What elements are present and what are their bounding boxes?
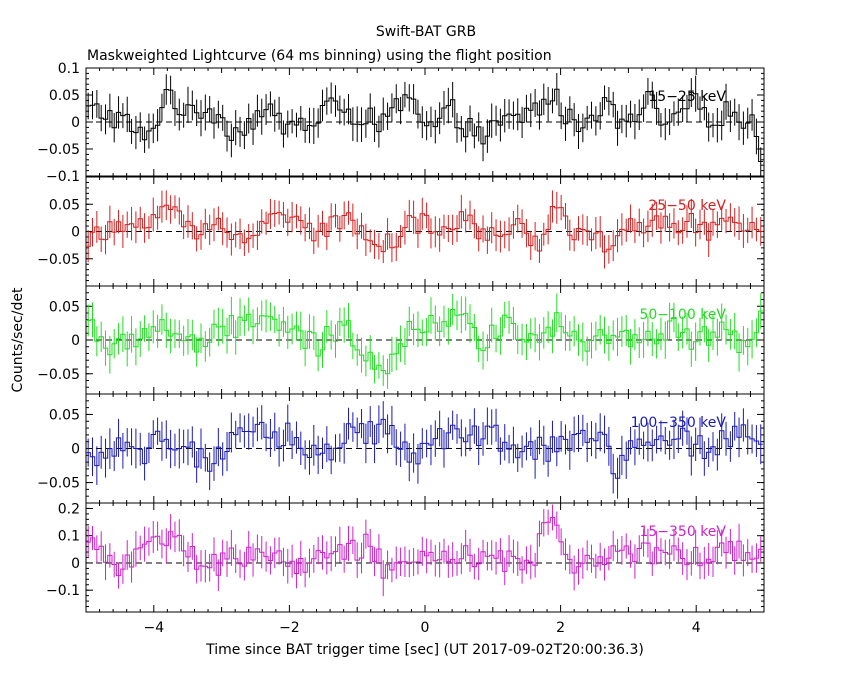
x-tick-label: 0 bbox=[421, 620, 430, 636]
band-label: 15−25 keV bbox=[648, 89, 726, 105]
x-tick-label: 4 bbox=[692, 620, 701, 636]
y-tick-label: −0.1 bbox=[46, 169, 80, 185]
y-tick-label: −0.05 bbox=[37, 367, 80, 383]
y-tick-label: 0 bbox=[71, 556, 80, 572]
x-tick-labels: −4 −2 0 2 4 bbox=[143, 620, 700, 636]
band-label: 50−100 keV bbox=[639, 307, 726, 323]
chart-subtitle: Maskweighted Lightcurve (64 ms binning) … bbox=[87, 48, 552, 64]
band-label: 15−350 keV bbox=[639, 524, 726, 540]
band-label: 100−350 keV bbox=[631, 415, 727, 431]
lightcurve-line bbox=[86, 309, 763, 375]
lightcurve-line bbox=[86, 517, 763, 579]
y-tick-label: −0.05 bbox=[37, 142, 80, 158]
y-tick-label: 0.05 bbox=[49, 299, 80, 315]
y-tick-label: 0.05 bbox=[49, 197, 80, 213]
panel-2: 0.05 0 −0.05 25−50 keV bbox=[37, 176, 765, 287]
y-tick-label: 0 bbox=[71, 442, 80, 458]
y-tick-label: 0.05 bbox=[49, 88, 80, 104]
panels-group: 0.1 0.05 0 −0.05 −0.1 15−25 keV 0.05 0 −0.05 25−5… bbox=[37, 61, 765, 613]
lightcurve-line bbox=[86, 204, 763, 253]
lightcurve-line bbox=[86, 88, 763, 162]
band-label: 25−50 keV bbox=[648, 198, 726, 214]
y-tick-label: 0.2 bbox=[58, 501, 80, 517]
y-tick-label: 0 bbox=[71, 115, 80, 131]
x-tick-label: 2 bbox=[556, 620, 565, 636]
y-tick-label: −0.05 bbox=[37, 476, 80, 492]
y-tick-label: 0.1 bbox=[58, 529, 80, 545]
chart-title: Swift-BAT GRB bbox=[376, 24, 476, 40]
y-tick-label: 0 bbox=[71, 225, 80, 241]
y-axis-label: Counts/sec/det bbox=[10, 287, 26, 392]
x-tick-label: −2 bbox=[279, 620, 300, 636]
lightcurve-line bbox=[86, 418, 763, 479]
y-tick-label: 0.1 bbox=[58, 61, 80, 77]
x-tick-label: −4 bbox=[143, 620, 164, 636]
panel-1: 0.1 0.05 0 −0.05 −0.1 15−25 keV bbox=[37, 61, 765, 185]
y-tick-label: 0.05 bbox=[49, 407, 80, 423]
panel-4: 0.05 0 −0.05 100−350 keV bbox=[37, 393, 765, 504]
y-tick-label: −0.05 bbox=[37, 252, 80, 268]
panel-3: 0.05 0 −0.05 50−100 keV bbox=[37, 285, 765, 395]
panel-5: 0.2 0.1 0 −0.1 15−350 keV bbox=[46, 501, 765, 613]
y-tick-label: 0 bbox=[71, 333, 80, 349]
x-axis-label: Time since BAT trigger time [sec] (UT 20… bbox=[205, 642, 644, 658]
y-tick-label: −0.1 bbox=[46, 583, 80, 599]
